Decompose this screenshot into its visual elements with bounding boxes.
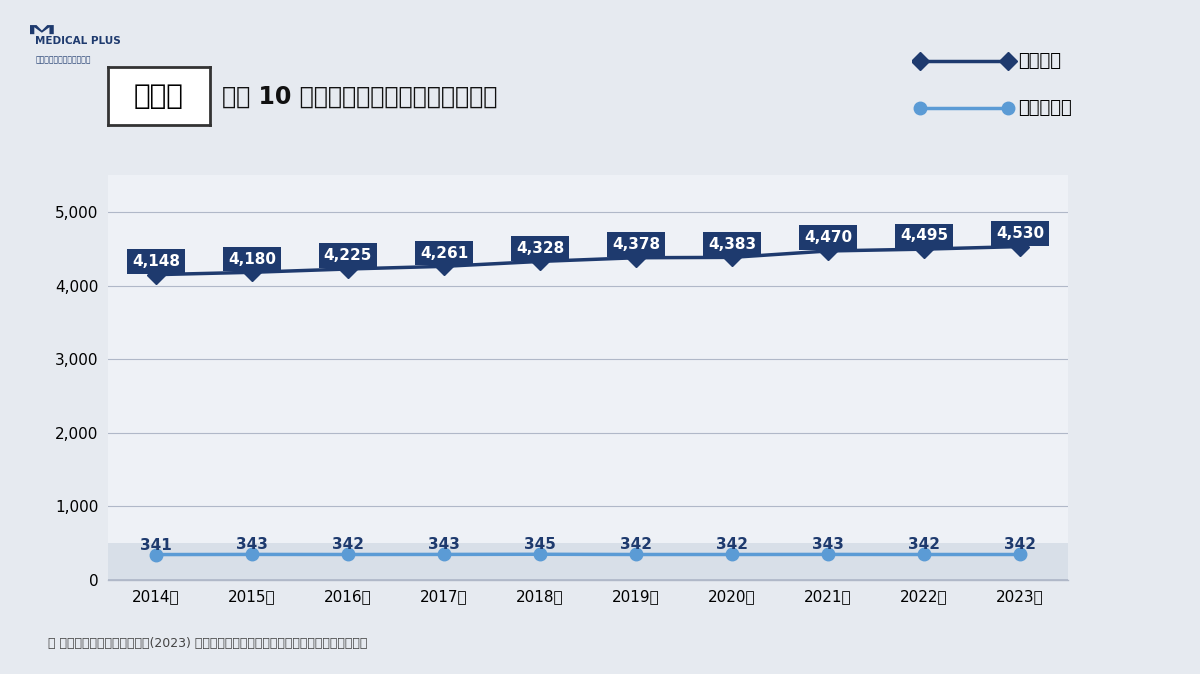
Text: 過去 10 年間の診療所数と病院数の推移: 過去 10 年間の診療所数と病院数の推移 (222, 84, 497, 109)
診療所数 (821, 247, 835, 255)
Line: 診療所数: 診療所数 (150, 241, 1026, 281)
診療所数 (629, 253, 643, 262)
診療所数 (341, 265, 355, 273)
Text: 診療所数: 診療所数 (1018, 52, 1061, 70)
Text: 345: 345 (524, 537, 556, 552)
病　院　数 (245, 551, 259, 559)
病　院　数 (725, 551, 739, 559)
Bar (108, 543, 1068, 580)
Text: ＊ 出典：厚生労働省「令和５(2023) 年医療施設（静態・動態）調査・病院報告の概況」: ＊ 出典：厚生労働省「令和５(2023) 年医療施設（静態・動態）調査・病院報告… (48, 637, 367, 650)
診療所数 (245, 268, 259, 276)
Text: 4,180: 4,180 (228, 251, 276, 266)
Text: 342: 342 (1004, 537, 1036, 553)
Text: 病　院　数: 病 院 数 (1018, 99, 1072, 117)
病　院　数 (1013, 551, 1027, 559)
Line: 病　院　数: 病 院 数 (150, 548, 1026, 561)
病　院　数 (437, 551, 451, 559)
診療所数 (1013, 243, 1027, 251)
Text: MEDICAL PLUS: MEDICAL PLUS (36, 36, 121, 47)
病　院　数 (821, 551, 835, 559)
Text: 株式会社メディカルプラス: 株式会社メディカルプラス (36, 55, 91, 64)
病　院　数 (917, 551, 931, 559)
Text: 4,261: 4,261 (420, 245, 468, 261)
Text: 342: 342 (332, 537, 364, 553)
Text: 4,470: 4,470 (804, 231, 852, 245)
病　院　数 (341, 551, 355, 559)
Text: 4,148: 4,148 (132, 254, 180, 269)
診療所数 (533, 257, 547, 266)
Text: 4,378: 4,378 (612, 237, 660, 252)
病　院　数 (533, 550, 547, 558)
Text: 4,328: 4,328 (516, 241, 564, 255)
Text: 342: 342 (620, 537, 652, 553)
Text: 343: 343 (236, 537, 268, 553)
Text: 4,495: 4,495 (900, 228, 948, 243)
Text: 4,225: 4,225 (324, 248, 372, 264)
診療所数 (437, 262, 451, 270)
Polygon shape (30, 25, 54, 34)
Text: 342: 342 (716, 537, 748, 553)
Text: 4,530: 4,530 (996, 226, 1044, 241)
Text: 埼玉県: 埼玉県 (134, 82, 184, 110)
Text: 342: 342 (908, 537, 940, 553)
病　院　数 (629, 551, 643, 559)
診療所数 (149, 270, 163, 278)
診療所数 (725, 253, 739, 262)
診療所数 (917, 245, 931, 253)
Text: 4,383: 4,383 (708, 237, 756, 251)
Text: 343: 343 (428, 537, 460, 553)
病　院　数 (149, 551, 163, 559)
Text: 341: 341 (140, 537, 172, 553)
Text: 343: 343 (812, 537, 844, 553)
